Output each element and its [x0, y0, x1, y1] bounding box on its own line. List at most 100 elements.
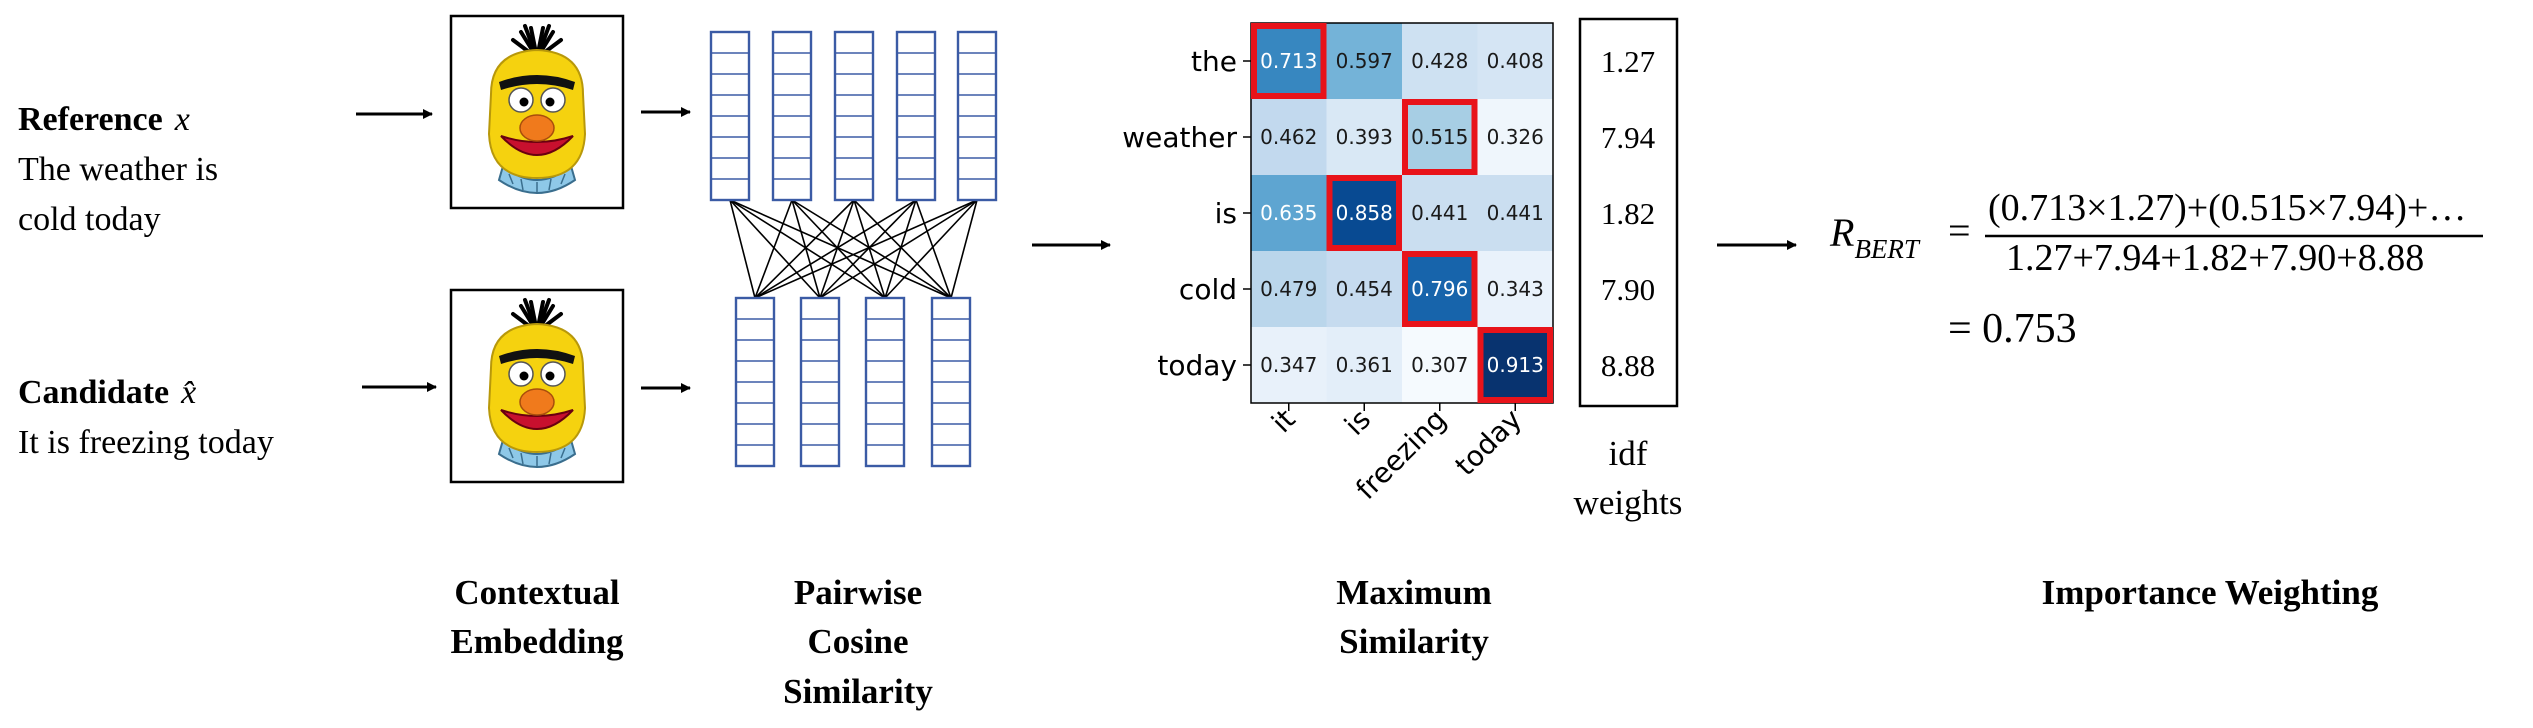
connection-line-0-3 — [729, 199, 952, 299]
idf-value-3: 1.82 — [1601, 196, 1655, 231]
heatmap-value-3-1: 0.454 — [1336, 277, 1393, 301]
connection-line-1-2 — [791, 199, 886, 299]
reference-text-line2: cold today — [18, 201, 161, 238]
heatmap-value-3-0: 0.479 — [1260, 277, 1317, 301]
formula-equals: = — [1948, 208, 1971, 253]
connection-line-4-2 — [884, 199, 978, 299]
bert-candidate-icon — [449, 288, 625, 484]
heatmap-cell-0-2 — [1402, 23, 1478, 100]
svg-text:RBERT: RBERT — [1829, 210, 1921, 264]
connection-line-0-0 — [729, 199, 756, 299]
heatmap-value-4-3: 0.913 — [1487, 353, 1544, 377]
bert-reference-icon — [449, 14, 625, 210]
connection-line-3-1 — [819, 199, 917, 299]
connection-line-4-1 — [819, 199, 978, 299]
caption-importance: Importance Weighting — [2042, 573, 2379, 612]
caption-contextual-line1: Contextual — [454, 573, 620, 612]
heatmap-value-0-1: 0.597 — [1336, 49, 1393, 73]
idf-label-line2: weights — [1574, 483, 1683, 522]
heatmap-value-4-0: 0.347 — [1260, 353, 1317, 377]
candidate-variable: x̂ — [180, 374, 196, 411]
formula-symbol: R — [1829, 210, 1854, 255]
connection-line-4-0 — [754, 199, 978, 299]
connection-line-3-0 — [754, 199, 917, 299]
candidate-text: It is freezing today — [18, 424, 274, 461]
max-highlight-row-1 — [1402, 99, 1478, 175]
heatmap-value-2-0: 0.635 — [1260, 201, 1317, 225]
row-label-the: the — [1191, 45, 1237, 78]
reference-text-line1: The weather is — [18, 151, 218, 188]
heatmap-value-0-3: 0.408 — [1487, 49, 1544, 73]
connection-line-2-3 — [853, 199, 952, 299]
heatmap-value-1-0: 0.462 — [1260, 125, 1317, 149]
row-label-cold: cold — [1179, 273, 1237, 306]
heatmap-value-0-2: 0.428 — [1411, 49, 1468, 73]
heatmap-cell-2-2 — [1402, 175, 1478, 252]
heatmap-cell-3-0 — [1251, 251, 1327, 328]
max-highlight-row-2 — [1326, 175, 1402, 251]
connection-line-3-2 — [884, 199, 917, 299]
connection-line-0-2 — [729, 199, 886, 299]
heatmap-cell-2-0 — [1251, 175, 1327, 252]
col-label-is: is — [1338, 403, 1377, 442]
heatmap-cell-4-1 — [1326, 327, 1403, 404]
caption-maximum-line2: Similarity — [1339, 622, 1489, 661]
heatmap-cell-2-3 — [1477, 175, 1554, 252]
max-highlight-row-3 — [1402, 251, 1478, 327]
heatmap-cell-1-1 — [1326, 99, 1403, 176]
candidate-label: Candidate — [18, 374, 169, 411]
heatmap-value-2-2: 0.441 — [1411, 201, 1468, 225]
row-label-is: is — [1215, 197, 1237, 230]
heatmap-value-3-3: 0.343 — [1487, 277, 1544, 301]
max-highlight-row-4 — [1477, 327, 1553, 403]
idf-value-4: 7.90 — [1601, 272, 1655, 307]
heatmap-value-1-3: 0.326 — [1487, 125, 1544, 149]
connection-line-3-3 — [915, 199, 952, 299]
max-highlight-row-0 — [1251, 23, 1327, 99]
heatmap-value-0-0: 0.713 — [1260, 49, 1317, 73]
heatmap-cell-4-2 — [1402, 327, 1478, 404]
col-label-today: today — [1449, 403, 1529, 483]
heatmap-cell-4-0 — [1251, 327, 1327, 404]
connection-line-2-0 — [754, 199, 855, 299]
connection-line-1-0 — [754, 199, 793, 299]
heatmap-value-3-2: 0.796 — [1411, 277, 1468, 301]
candidate-embeddings — [734, 296, 972, 468]
formula-subscript: BERT — [1854, 234, 1920, 264]
idf-label-line1: idf — [1609, 434, 1648, 473]
caption-contextual-line2: Embedding — [450, 622, 624, 661]
idf-value-1: 1.27 — [1601, 44, 1655, 79]
caption-pairwise-line2: Cosine — [807, 622, 908, 661]
caption-pairwise-line1: Pairwise — [794, 573, 922, 612]
connection-line-4-3 — [950, 199, 978, 299]
formula-result: = 0.753 — [1948, 306, 2077, 352]
formula-numerator: (0.713×1.27)+(0.515×7.94)+… — [1988, 187, 2466, 229]
reference-embeddings — [709, 30, 998, 202]
heatmap-value-2-1: 0.858 — [1336, 201, 1393, 225]
heatmap-value-4-1: 0.361 — [1336, 353, 1393, 377]
reference-label: Reference — [18, 101, 163, 138]
heatmap-cell-3-3 — [1477, 251, 1554, 328]
heatmap-cell-0-3 — [1477, 23, 1554, 100]
row-label-weather: weather — [1122, 121, 1237, 154]
idf-values: 1.27 7.94 1.82 7.90 8.88 — [1601, 44, 1656, 383]
caption-maximum-line1: Maximum — [1336, 573, 1492, 612]
heatmap-value-4-2: 0.307 — [1411, 353, 1468, 377]
connection-line-1-3 — [791, 199, 952, 299]
caption-pairwise-line3: Similarity — [783, 672, 933, 711]
formula-denominator: 1.27+7.94+1.82+7.90+8.88 — [2006, 237, 2424, 279]
connection-line-1-1 — [791, 199, 821, 299]
heatmap-cell-3-2 — [1402, 251, 1478, 328]
connection-line-2-2 — [853, 199, 886, 299]
heatmap-value-2-3: 0.441 — [1487, 201, 1544, 225]
heatmap-cell-0-0 — [1251, 23, 1327, 100]
reference-variable: x — [174, 101, 190, 138]
heatmap-value-1-2: 0.515 — [1411, 125, 1468, 149]
idf-box — [1578, 17, 1679, 408]
col-label-it: it — [1265, 403, 1302, 440]
heatmap-cell-1-0 — [1251, 99, 1327, 176]
connection-line-0-1 — [729, 199, 821, 299]
heatmap-cell-2-1 — [1326, 175, 1403, 252]
